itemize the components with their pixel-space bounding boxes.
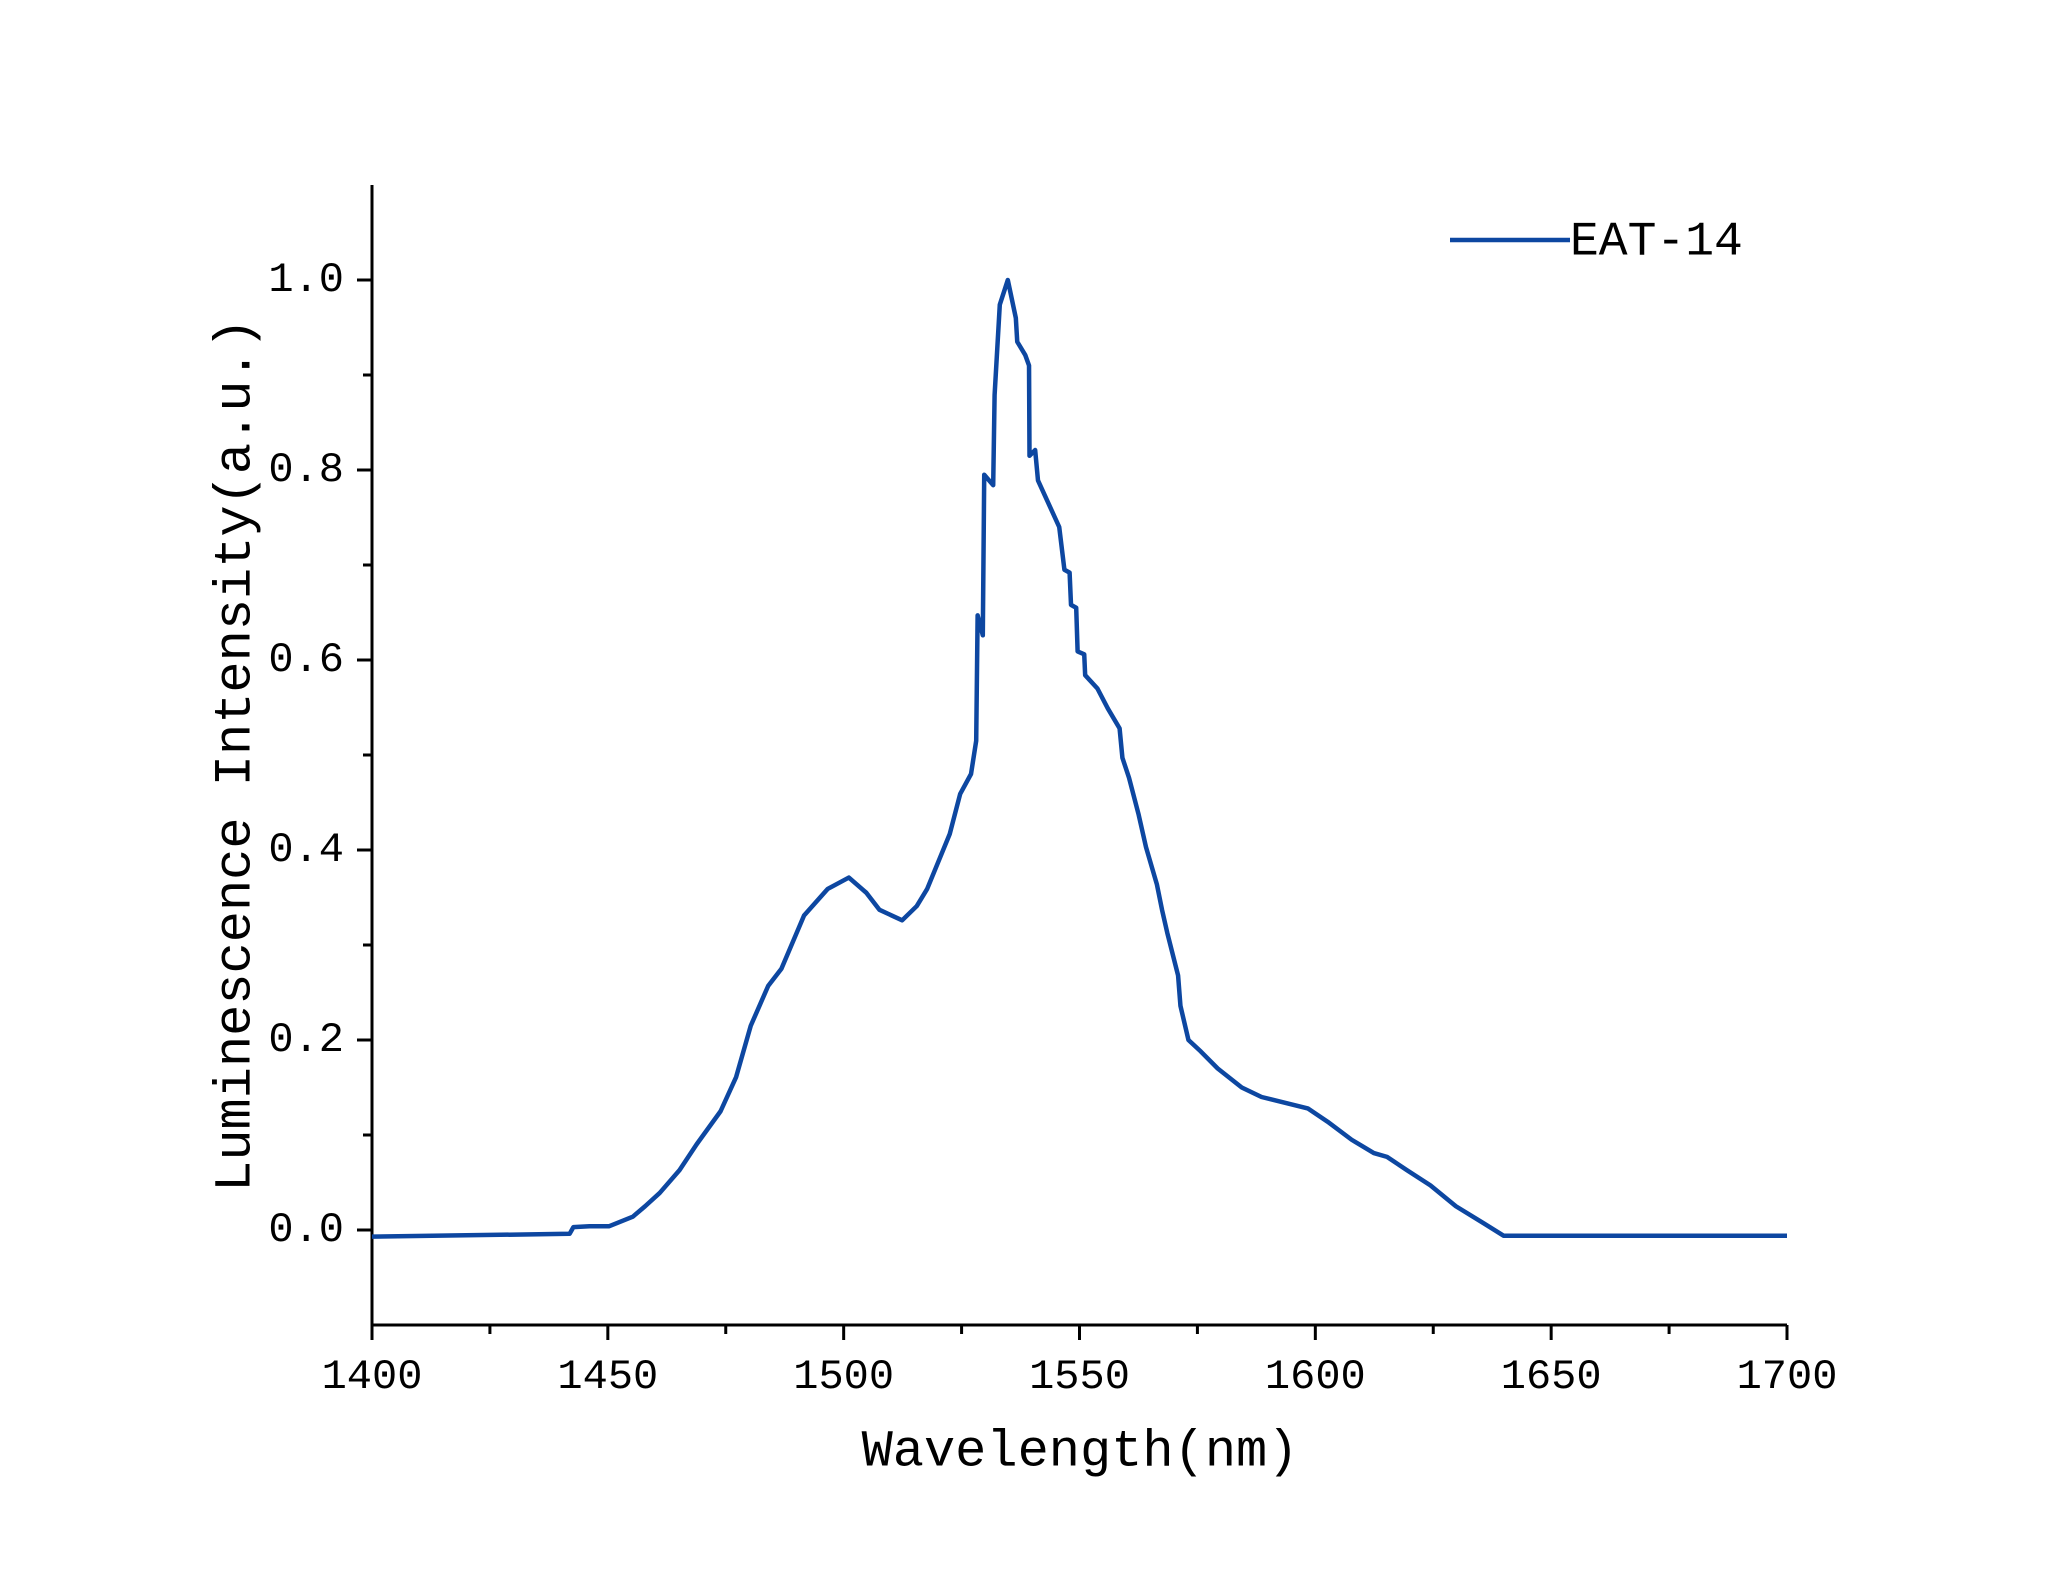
y-tick-label: 0.4: [268, 826, 344, 874]
y-tick-label: 0.2: [268, 1016, 344, 1064]
y-tick-label: 0.6: [268, 636, 344, 684]
x-tick-label: 1550: [1029, 1353, 1130, 1401]
y-tick-label: 0.8: [268, 446, 344, 494]
legend-label: EAT-14: [1570, 216, 1743, 270]
x-tick-label: 1650: [1501, 1353, 1602, 1401]
x-tick-label: 1600: [1265, 1353, 1366, 1401]
x-axis-title: Wavelength(nm): [862, 1423, 1299, 1482]
y-tick-label: 0.0: [268, 1206, 344, 1254]
data-line: [371, 277, 1787, 1239]
y-tick-label: 1.0: [268, 256, 344, 304]
y-axis-title: Luminescence Intensity(a.u.): [207, 318, 266, 1192]
x-tick-label: 1500: [793, 1353, 894, 1401]
x-tick-label: 1400: [322, 1353, 423, 1401]
x-tick-label: 1450: [557, 1353, 658, 1401]
x-tick-label: 1700: [1737, 1353, 1838, 1401]
